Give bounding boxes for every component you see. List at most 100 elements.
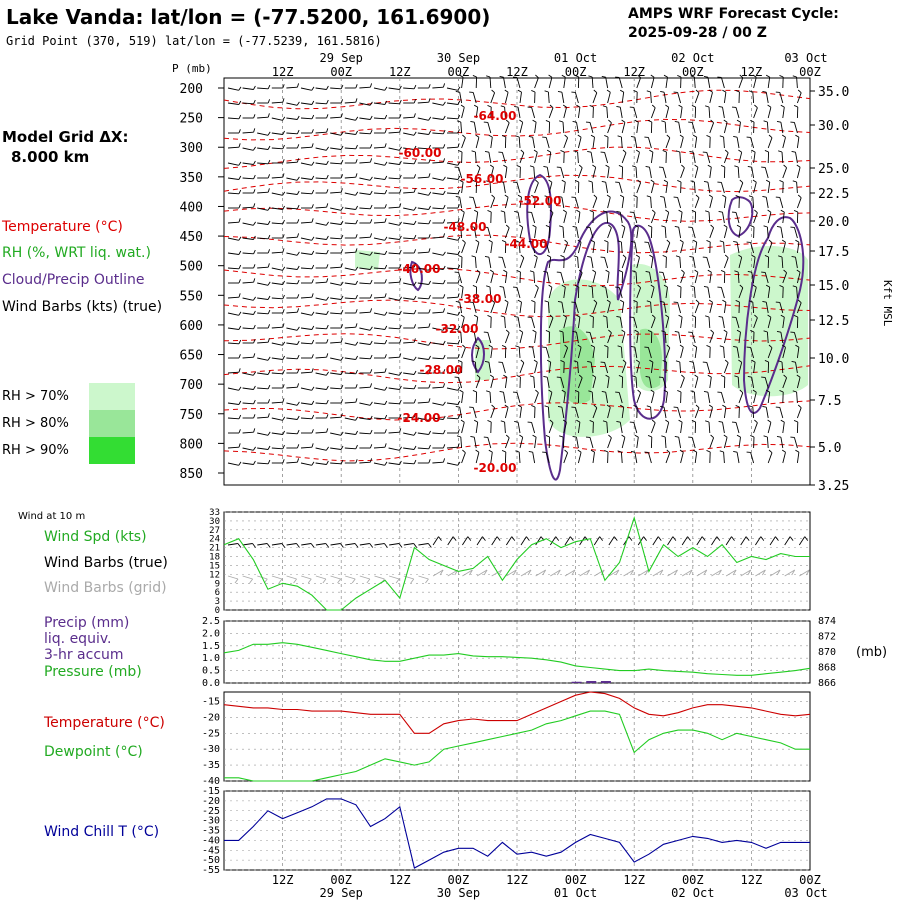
pressure-tick-label: 650 — [180, 349, 203, 364]
wind-barb-flag — [535, 75, 538, 78]
wind-barb-flag — [500, 76, 504, 77]
bottom-hour-label: 00Z — [682, 873, 704, 887]
y-tick-label: 0 — [215, 606, 220, 616]
top-hour-label: 12Z — [389, 65, 411, 79]
model-grid-label: Model Grid ΔX: — [2, 128, 129, 146]
temperature-series-label: Temperature (°C) — [43, 715, 165, 731]
wind-chill-series-label: Wind Chill T (°C) — [44, 824, 159, 840]
rh-legend-80-swatch — [89, 410, 135, 437]
top-hour-label: 00Z — [448, 65, 470, 79]
temperature-axis: -15-20-25-30-35-40 — [202, 697, 220, 787]
bottom-hour-label: 12Z — [623, 873, 645, 887]
y-tick-label: 1.0 — [202, 653, 220, 664]
bottom-hour-label: 12Z — [272, 873, 294, 887]
pressure-tick-label: 600 — [180, 319, 203, 334]
y-tick-label: 0.5 — [202, 666, 220, 677]
cycle-value: 2025-09-28 / 00 Z — [628, 25, 767, 41]
pressure-tick-label: 750 — [180, 408, 203, 423]
kft-tick-label: 5.0 — [818, 441, 841, 456]
precip-bar — [572, 682, 582, 683]
rh-legend-70-label: RH > 70% — [2, 389, 69, 404]
kft-tick-label: 30.0 — [818, 119, 849, 134]
precip-pressure-panel: Precip (mm) liq. equiv. 3-hr accum Press… — [44, 615, 887, 689]
wind-chill-panel: Wind Chill T (°C) -15-20-25-30-35-40-45-… — [44, 786, 828, 900]
pressure-tick-label: 800 — [180, 437, 203, 452]
temperature-contour-label: -24.00 — [398, 411, 441, 425]
y-tick-label: -25 — [202, 728, 220, 739]
y-tick-label: 1.5 — [202, 641, 220, 652]
wind-corner-label: Wind at 10 m — [18, 511, 85, 522]
pressure-tick-label: 200 — [180, 82, 203, 97]
dewpoint-series-label: Dewpoint (°C) — [44, 744, 143, 760]
y-tick-label: 0.0 — [202, 678, 220, 689]
pressure-unit-label: (mb) — [856, 645, 887, 660]
bottom-hour-label: 00Z — [799, 873, 821, 887]
wind-barbs-grid-label: Wind Barbs (grid) — [44, 580, 167, 596]
rh-legend-90-label: RH > 90% — [2, 443, 69, 458]
pressure-tick-label: 850 — [180, 467, 203, 482]
pressure-axis-label: P (mb) — [172, 62, 212, 75]
bottom-hour-label: 00Z — [448, 873, 470, 887]
wind-barb-flag — [780, 75, 784, 77]
bottom-hour-label: 00Z — [565, 873, 587, 887]
kft-tick-label: 3.25 — [818, 479, 849, 494]
grid-point-subtitle: Grid Point (370, 519) lat/lon = (-77.523… — [6, 34, 382, 48]
kft-axis: 35.030.025.022.520.017.515.012.510.07.55… — [810, 85, 849, 494]
pressure-tick-label: 350 — [180, 171, 203, 186]
kft-tick-label: 7.5 — [818, 394, 841, 409]
pressure-tick-label: 450 — [180, 230, 203, 245]
temperature-contour-label: -28.00 — [420, 363, 463, 377]
wind-panel: Wind at 10 m Wind Spd (kts) Wind Barbs (… — [18, 508, 810, 616]
rh-legend-70-swatch — [89, 383, 135, 410]
page-title: Lake Vanda: lat/lon = (-77.5200, 161.690… — [6, 5, 490, 29]
model-grid-value: 8.000 km — [11, 148, 89, 166]
pressure-tick-label: 872 — [818, 632, 836, 643]
y-tick-label: 2.5 — [202, 616, 220, 627]
bottom-date-label: 30 Sep — [437, 886, 480, 900]
kft-tick-label: 15.0 — [818, 279, 849, 294]
top-hour-label: 12Z — [506, 65, 528, 79]
cross-section-panel: -64.00-60.00-56.00-52.00-48.00-44.00-40.… — [172, 51, 894, 494]
bottom-date-label: 01 Oct — [554, 886, 597, 900]
top-hour-label: 00Z — [330, 65, 352, 79]
wind-barb-flag — [588, 76, 592, 77]
pressure-tick-label: 874 — [818, 616, 836, 627]
pressure-tick-label: 400 — [180, 200, 203, 215]
bottom-date-label: 29 Sep — [320, 886, 363, 900]
kft-axis-label: Kft MSL — [881, 280, 894, 327]
top-hour-label: 12Z — [623, 65, 645, 79]
pressure-label: Pressure (mb) — [44, 664, 142, 680]
wind-barb-flag — [766, 75, 770, 77]
y-tick-label: -20 — [202, 712, 220, 723]
legend-wind: Wind Barbs (kts) (true) — [2, 299, 162, 315]
pressure-tick-label: 550 — [180, 289, 203, 304]
rh-legend-90-swatch — [89, 437, 135, 464]
wind-barb-flag — [486, 76, 490, 77]
top-date-label: 03 Oct — [784, 51, 827, 65]
pressure-tick-label: 866 — [818, 678, 836, 689]
temperature-contour-label: -48.00 — [444, 220, 487, 234]
y-tick-label: -15 — [202, 697, 220, 708]
temperature-contour-label: -40.00 — [398, 262, 441, 276]
temperature-contour-label: -64.00 — [474, 109, 517, 123]
wind-barb-flag — [677, 75, 681, 77]
pressure-tick-label: 700 — [180, 378, 203, 393]
cycle-label: AMPS WRF Forecast Cycle: — [628, 6, 839, 22]
kft-tick-label: 35.0 — [818, 85, 849, 100]
wind-barb-flag — [664, 75, 668, 77]
top-hour-label: 00Z — [682, 65, 704, 79]
kft-tick-label: 17.5 — [818, 245, 849, 260]
top-hour-label: 12Z — [741, 65, 763, 79]
precip-accum-label: 3-hr accum — [44, 647, 124, 663]
temperature-contour-label: -60.00 — [399, 146, 442, 160]
top-date-label: 30 Sep — [437, 51, 480, 65]
pressure-tick-label: 500 — [180, 260, 203, 275]
pressure-axis: 2002503003504004505005506006507007508008… — [180, 82, 224, 482]
rh-legend-80-label: RH > 80% — [2, 416, 69, 431]
temperature-panel: Temperature (°C) Dewpoint (°C) -15 -20 -25… — [43, 692, 810, 787]
bottom-hour-label: 12Z — [506, 873, 528, 887]
wind-barb-flag — [793, 76, 797, 77]
wind-barb-flag — [473, 75, 477, 77]
